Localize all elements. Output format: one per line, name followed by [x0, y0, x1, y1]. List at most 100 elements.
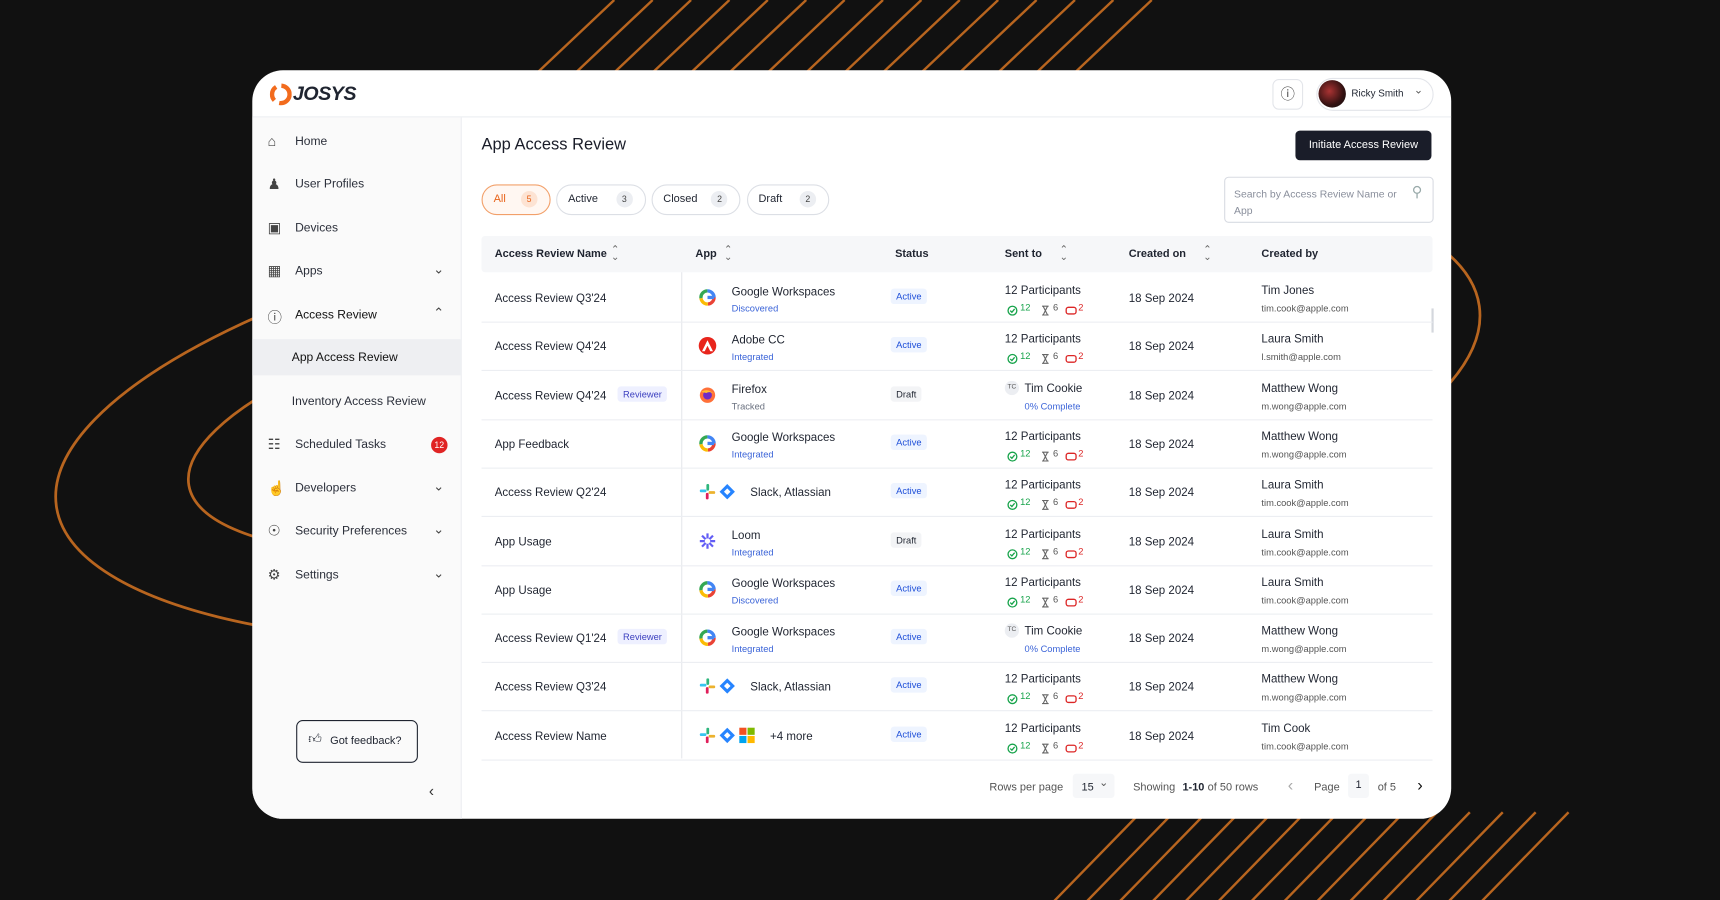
created-on: 18 Sep 2024	[1128, 632, 1195, 646]
decor	[728, 0, 808, 74]
icon-part	[1065, 598, 1077, 607]
user-name: Ricky Smith	[1351, 87, 1404, 99]
count-rejected: 2	[1078, 496, 1084, 508]
decor	[805, 0, 884, 74]
collapse-button[interactable]: ‹	[428, 781, 435, 800]
icon-part	[723, 731, 731, 739]
count-pending: 6	[1053, 593, 1059, 605]
decor	[613, 0, 692, 74]
icon	[698, 579, 718, 604]
icon-part	[739, 735, 747, 743]
feedback-button[interactable]: 👍︎ Got feedback?	[296, 720, 418, 763]
sent-to: 12 Participants	[1004, 576, 1081, 590]
table-row[interactable]: Access Review Q1'24 Reviewer Google Worksp…	[481, 614, 1433, 664]
decor	[575, 0, 654, 74]
icon-part	[699, 678, 716, 695]
nav-icon: ☉	[267, 522, 281, 539]
icon-part	[708, 491, 716, 495]
icon-part	[1007, 500, 1018, 511]
table-row[interactable]: Access Review Q4'24 Reviewer Firefox Tracke…	[481, 371, 1433, 420]
nav-item: Settings	[295, 568, 339, 582]
user-menu[interactable]: Ricky Smith ⌄	[1316, 77, 1434, 111]
sort-icon: ⌃ ⌄	[723, 243, 733, 263]
app-name: Google Workspaces	[731, 431, 836, 445]
decor	[1448, 811, 1537, 900]
table-row[interactable]: Access Review Q2'24 Slack, Atlassian Activ…	[481, 468, 1433, 518]
table-row[interactable]: App Usage Loom Integrated Draft 12 Participa…	[481, 516, 1433, 566]
thumb-icon: 👍︎	[308, 731, 322, 747]
reviewer-tag: Reviewer	[617, 629, 668, 645]
column-header: App	[695, 248, 717, 261]
icon	[1065, 302, 1077, 322]
nav-icon: ⚙	[267, 566, 281, 583]
icon	[1007, 691, 1019, 711]
icon-part	[1042, 743, 1049, 754]
tab[interactable]: All 5	[481, 184, 551, 216]
icon-part	[706, 727, 710, 734]
tab[interactable]: Closed 2	[651, 184, 741, 216]
icon-part	[1065, 501, 1077, 510]
status-badge: Active	[890, 434, 928, 450]
icon	[1065, 496, 1077, 516]
initiate-button[interactable]: Initiate Access Review	[1295, 130, 1432, 161]
status-badge: Draft	[890, 531, 922, 548]
icon	[1040, 302, 1052, 322]
chevron: ⌄	[1099, 777, 1109, 790]
count-rejected: 2	[1078, 593, 1084, 605]
icon-part	[699, 484, 716, 500]
icon-part	[723, 683, 731, 690]
status-badge: Active	[890, 677, 928, 694]
app-window: JOSYS ⓘ Ricky Smith ⌄ ⌂ Home ♟ User Profile…	[252, 70, 1452, 819]
showing: Showing	[1133, 781, 1176, 794]
table-row[interactable]: Access Review Name +4 more Active 12 Partic…	[481, 711, 1433, 761]
sent-to: 12 Participants	[1004, 478, 1081, 492]
review-name: App Usage	[494, 535, 552, 549]
table-row[interactable]: App Usage Google Workspaces Discovered Acti…	[481, 565, 1433, 615]
icon-part	[739, 727, 747, 735]
icon-part	[1009, 308, 1016, 314]
chevron: ⌄	[433, 261, 445, 277]
icon-part	[1065, 695, 1077, 704]
prev: ‹	[1287, 776, 1294, 795]
created-by: Matthew Wong	[1261, 673, 1339, 687]
icon	[717, 677, 737, 702]
icon-part	[1007, 694, 1018, 705]
nav-icon: ⌂	[267, 132, 277, 150]
icon-part	[707, 636, 715, 640]
creator-email: l.smith@apple.com	[1261, 351, 1341, 363]
app-name: Slack, Atlassian	[750, 680, 831, 695]
icon	[717, 482, 737, 507]
tab[interactable]: Active 3	[556, 184, 646, 216]
icon	[1007, 302, 1019, 322]
logo-ring	[269, 83, 292, 106]
table-row[interactable]: Access Review Q3'24 Google Workspaces Disc…	[481, 273, 1433, 323]
rows-select[interactable]: 15 ⌄	[1072, 773, 1115, 798]
column-divider	[681, 272, 683, 759]
app-name: Slack, Atlassian	[750, 486, 831, 500]
sent-avatar: TC	[1004, 623, 1020, 638]
table-row[interactable]: App Feedback Google Workspaces Integrated A…	[481, 419, 1433, 469]
icon-part	[1065, 744, 1077, 753]
chevron: ⌄	[433, 521, 445, 537]
icon-part	[1042, 354, 1049, 365]
rows-label: Rows per page	[989, 781, 1064, 794]
icon-part	[1007, 451, 1018, 462]
icon-part	[1042, 305, 1049, 316]
count-pending: 6	[1053, 350, 1059, 362]
icon	[698, 677, 718, 702]
count-rejected: 2	[1078, 739, 1084, 751]
icon-part	[699, 435, 716, 452]
app-name: Adobe CC	[731, 333, 785, 348]
sent-avatar: TC	[1004, 380, 1020, 395]
nav-icon: ▦	[267, 262, 282, 279]
tab[interactable]: Draft 2	[746, 184, 830, 216]
table-row[interactable]: Access Review Q3'24 Slack, Atlassian Activ…	[481, 662, 1433, 712]
created-by: Tim Cook	[1261, 721, 1311, 736]
tab-label: Draft	[758, 193, 783, 206]
icon-part	[699, 435, 716, 452]
count-rejected: 2	[1078, 350, 1084, 362]
table-row[interactable]: Access Review Q4'24 Adobe CC Integrated Act…	[481, 322, 1433, 372]
decor	[1074, 0, 1153, 74]
search-box[interactable]: Search by Access Review Name or App ⚲	[1224, 176, 1434, 223]
help-button[interactable]: ⓘ	[1272, 79, 1304, 110]
